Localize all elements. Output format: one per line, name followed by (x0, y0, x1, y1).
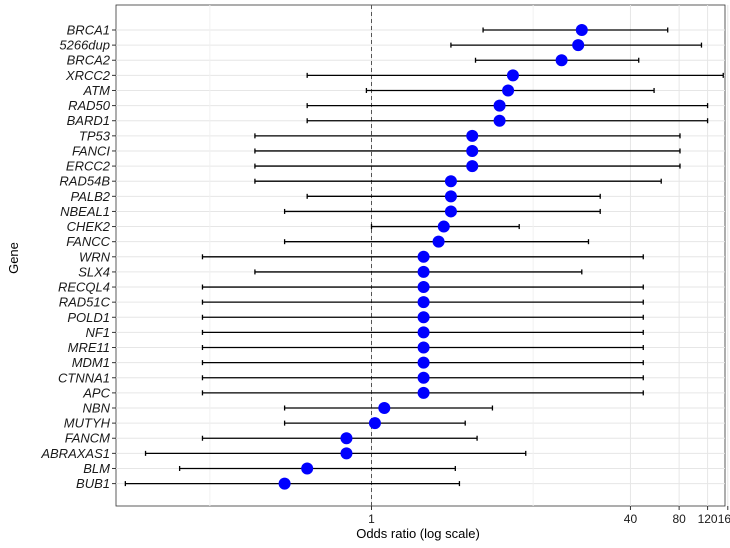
point-estimate (572, 39, 585, 52)
point-estimate (466, 129, 479, 142)
gene-label: 5266dup (59, 38, 110, 53)
point-estimate (417, 311, 430, 324)
point-estimate (444, 190, 457, 203)
x-tick-label: 1 (368, 512, 375, 526)
gene-label: BARD1 (67, 113, 110, 128)
x-tick-label: 120 (698, 512, 718, 526)
point-estimate (417, 281, 430, 294)
point-estimate (432, 235, 445, 248)
x-tick-label: 160 (718, 512, 730, 526)
point-estimate (340, 432, 353, 445)
point-estimate (444, 175, 457, 188)
point-estimate (417, 341, 430, 354)
point-estimate (417, 296, 430, 309)
gene-label: FANCC (66, 234, 110, 249)
gene-label: WRN (79, 249, 111, 264)
x-tick-labels: 1 40 80 120160 (368, 506, 730, 526)
gene-label: RAD50 (68, 98, 111, 113)
gene-label: SLX4 (78, 264, 110, 279)
point-estimate (493, 114, 506, 127)
gene-label: BLM (83, 461, 110, 476)
gene-label: ABRAXAS1 (40, 446, 110, 461)
y-tick-labels: BRCA15266dupBRCA2XRCC2ATMRAD50BARD1TP53F… (40, 23, 116, 491)
gene-label: NBEAL1 (60, 204, 110, 219)
gene-label: XRCC2 (65, 68, 111, 83)
point-estimate (575, 24, 588, 36)
point-estimate (555, 54, 568, 67)
gene-label: BRCA1 (67, 23, 110, 38)
gene-label: ERCC2 (66, 159, 111, 174)
x-tick-label: 40 (624, 512, 638, 526)
gene-label: MRE11 (68, 340, 110, 355)
point-estimate (417, 356, 430, 369)
point-estimate (340, 447, 353, 460)
point-estimate (278, 477, 291, 490)
point-estimate (437, 220, 450, 233)
point-estimate (417, 265, 430, 278)
gene-label: NF1 (85, 325, 110, 340)
point-estimate (466, 144, 479, 157)
gene-label: FANCI (72, 143, 110, 158)
gene-label: RAD54B (59, 174, 110, 189)
gene-label: PALB2 (70, 189, 110, 204)
gene-label: RAD51C (59, 295, 111, 310)
point-estimate (417, 386, 430, 399)
gene-label: POLD1 (67, 310, 110, 325)
gene-label: TP53 (79, 128, 111, 143)
gene-label: MDM1 (72, 355, 110, 370)
x-axis-title: Odds ratio (log scale) (356, 526, 480, 541)
gene-label: CTNNA1 (58, 370, 110, 385)
x-tick-label: 80 (672, 512, 686, 526)
point-estimate (378, 402, 391, 414)
point-estimate (444, 205, 457, 218)
gene-label: FANCM (65, 431, 110, 446)
point-estimate (417, 326, 430, 339)
point-estimate (502, 84, 515, 97)
point-estimate (417, 371, 430, 384)
gene-label: MUTYH (64, 416, 111, 431)
point-estimate (466, 160, 479, 173)
point-estimate (301, 462, 314, 475)
gene-label: BUB1 (76, 476, 110, 491)
gene-label: NBN (83, 401, 111, 416)
gene-label: APC (82, 385, 110, 400)
gene-label: CHEK2 (67, 219, 111, 234)
point-estimate (506, 69, 519, 82)
gene-label: ATM (83, 83, 111, 98)
y-axis-title: Gene (6, 242, 21, 274)
point-estimates (278, 24, 588, 490)
gene-label: RECQL4 (58, 280, 110, 295)
point-estimate (493, 99, 506, 112)
point-estimate (368, 417, 381, 430)
point-estimate (417, 250, 430, 263)
gene-label: BRCA2 (67, 53, 111, 68)
